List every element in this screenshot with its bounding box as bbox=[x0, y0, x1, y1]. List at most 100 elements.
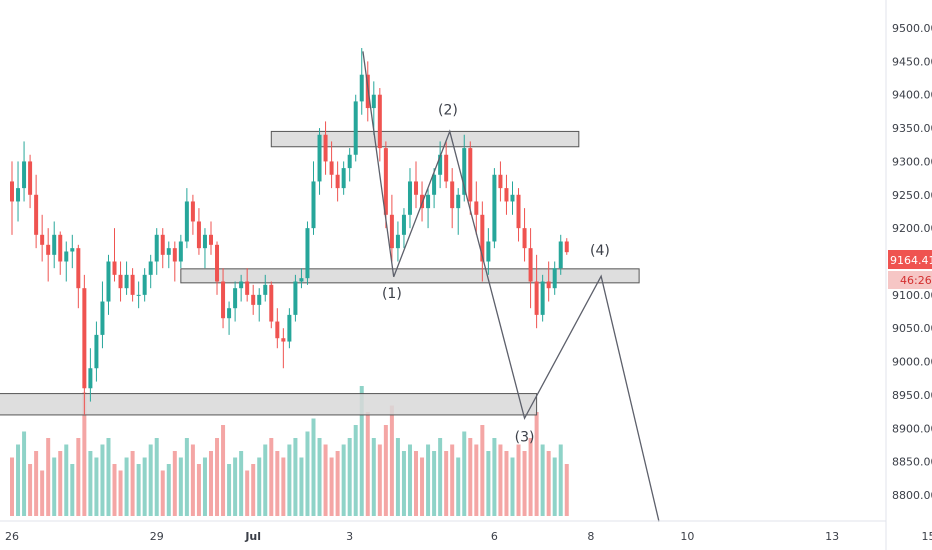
candle-body bbox=[498, 174, 503, 189]
volume-bar bbox=[46, 438, 51, 516]
time-axis[interactable]: 2629Jul36810131517202224 bbox=[5, 530, 932, 543]
volume-bar bbox=[233, 457, 238, 516]
candle-body bbox=[46, 244, 51, 255]
price-tick-label: 9100.00 bbox=[892, 289, 932, 302]
candle-body bbox=[377, 94, 382, 149]
volume-bar bbox=[395, 438, 400, 516]
candle-body bbox=[522, 228, 527, 249]
time-tick-label: 29 bbox=[150, 530, 164, 543]
candle-body bbox=[395, 234, 400, 249]
candle-body bbox=[456, 194, 461, 209]
volume-bar bbox=[148, 444, 153, 516]
volume-bar bbox=[52, 457, 57, 516]
volume-bar bbox=[64, 444, 69, 516]
volume-bar bbox=[172, 451, 177, 516]
candle-body bbox=[516, 194, 521, 229]
volume-bar bbox=[474, 444, 479, 516]
time-tick-label: 8 bbox=[587, 530, 594, 543]
price-zone bbox=[0, 393, 538, 416]
time-tick-label: Jul bbox=[244, 530, 261, 543]
time-tick-label: 3 bbox=[346, 530, 353, 543]
volume-bar bbox=[299, 457, 304, 516]
candle-body bbox=[190, 201, 195, 222]
volume-bar bbox=[88, 451, 93, 516]
volume-bar bbox=[498, 444, 503, 516]
volume-bar bbox=[281, 457, 286, 516]
volume-bar bbox=[245, 470, 250, 516]
volume-bar bbox=[456, 457, 461, 516]
price-axis[interactable]: 9500.00 9450.00 9400.00 9350.00 9300.00 9250.… bbox=[892, 22, 932, 502]
candle-body bbox=[504, 188, 509, 202]
volume-bar bbox=[359, 386, 364, 516]
candle-body bbox=[432, 174, 437, 195]
volume-bar bbox=[371, 438, 376, 516]
volume-bar bbox=[414, 451, 419, 516]
price-tick-label: 9250.00 bbox=[892, 189, 932, 202]
candlestick-series bbox=[10, 48, 569, 415]
candle-body bbox=[329, 161, 334, 175]
volume-bar bbox=[208, 451, 213, 516]
price-tick-label: 9350.00 bbox=[892, 122, 932, 135]
price-tick-label: 9300.00 bbox=[892, 155, 932, 168]
candle-body bbox=[420, 194, 425, 209]
volume-bar bbox=[118, 470, 123, 516]
candle-body bbox=[28, 161, 33, 195]
volume-bar bbox=[438, 438, 443, 516]
volume-bar bbox=[190, 444, 195, 516]
volume-bar bbox=[317, 438, 322, 516]
volume-bar bbox=[407, 444, 412, 516]
candle-countdown-label: 46:26 bbox=[900, 274, 932, 287]
candle-body bbox=[359, 74, 364, 102]
volume-bar bbox=[492, 438, 497, 516]
candle-body bbox=[275, 321, 280, 339]
candle-body bbox=[208, 234, 213, 245]
volume-bar bbox=[401, 451, 406, 516]
candle-body bbox=[233, 288, 238, 309]
price-tick-label: 8800.00 bbox=[892, 489, 932, 502]
candle-body bbox=[202, 234, 207, 249]
volume-bar bbox=[353, 425, 358, 516]
volume-bar bbox=[154, 438, 159, 516]
volume-bar bbox=[293, 438, 298, 516]
candle-body bbox=[142, 274, 147, 295]
volume-bar bbox=[377, 444, 382, 516]
candle-body bbox=[227, 308, 232, 319]
volume-bar bbox=[16, 444, 21, 516]
current-price-tag-bg bbox=[888, 250, 932, 269]
candle-body bbox=[52, 234, 57, 255]
candle-body bbox=[450, 181, 455, 209]
candle-body bbox=[94, 334, 99, 369]
volume-bar bbox=[546, 451, 551, 516]
candle-body bbox=[353, 101, 358, 155]
volume-bar bbox=[94, 457, 99, 516]
candle-body bbox=[178, 241, 183, 262]
candle-body bbox=[444, 154, 449, 182]
price-tick-label: 8950.00 bbox=[892, 389, 932, 402]
candle-body bbox=[154, 234, 159, 262]
volume-bar bbox=[510, 457, 515, 516]
candle-body bbox=[347, 154, 352, 169]
candle-body bbox=[16, 188, 21, 202]
volume-bar bbox=[552, 457, 557, 516]
volume-bar bbox=[34, 451, 39, 516]
volume-bar bbox=[462, 431, 467, 516]
price-tick-label: 8850.00 bbox=[892, 456, 932, 469]
candle-body bbox=[492, 174, 497, 242]
volume-bar bbox=[389, 405, 394, 516]
candle-body bbox=[311, 181, 316, 229]
time-tick-label: 13 bbox=[825, 530, 839, 543]
wave-label: (3) bbox=[515, 430, 535, 446]
price-tick-label: 9200.00 bbox=[892, 222, 932, 235]
candle-body bbox=[160, 234, 165, 255]
volume-bar bbox=[28, 464, 33, 516]
candle-body bbox=[257, 294, 262, 305]
candle-body bbox=[305, 228, 310, 279]
volume-bar bbox=[239, 451, 244, 516]
time-tick-label: 15 bbox=[922, 530, 932, 543]
volume-bar bbox=[160, 470, 165, 516]
volume-bar bbox=[516, 444, 521, 516]
volume-bar bbox=[136, 464, 141, 516]
volume-bar bbox=[311, 418, 316, 516]
volume-bar bbox=[166, 464, 171, 516]
